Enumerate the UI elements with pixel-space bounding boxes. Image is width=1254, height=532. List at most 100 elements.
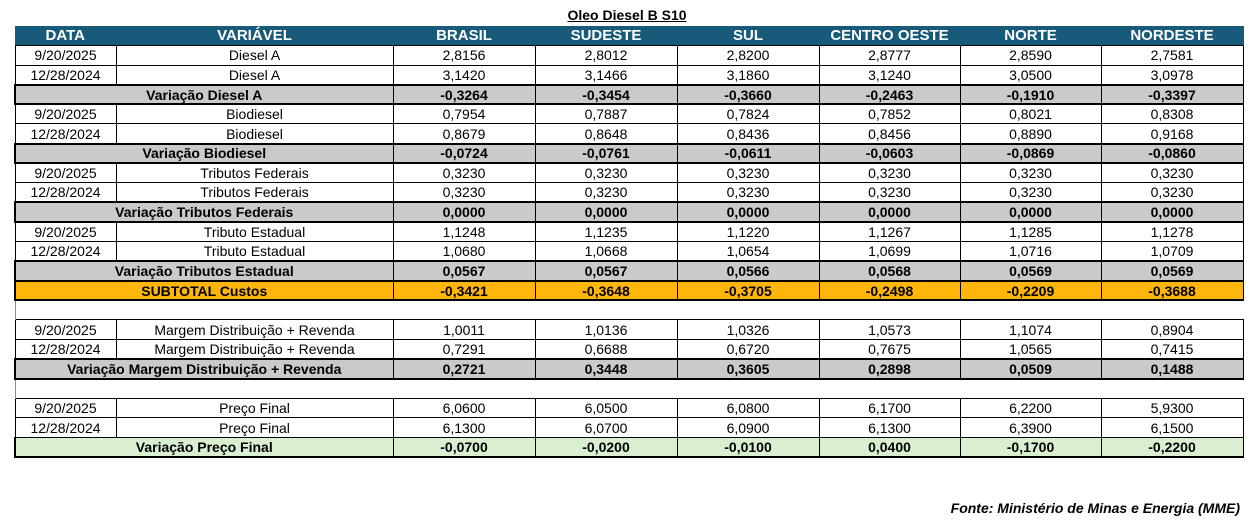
date-cell: 12/28/2024 <box>14 182 117 203</box>
value-cell: -0,0100 <box>676 436 820 459</box>
date-cell: 9/20/2025 <box>14 221 117 243</box>
value-cell: 1,1267 <box>818 221 961 243</box>
value-cell: 0,3230 <box>959 182 1102 203</box>
value-cell: 0,7954 <box>392 103 536 125</box>
value-cell: 0,3230 <box>1100 162 1244 184</box>
value-cell: 6,0800 <box>676 397 820 419</box>
data-row: 12/28/2024 Preço Final 6,1300 6,0700 6,0900 6… <box>14 417 1244 438</box>
value-cell: 6,0600 <box>392 397 536 419</box>
value-cell: 0,0568 <box>818 260 961 282</box>
value-cell: 1,1220 <box>676 221 820 243</box>
blank-cell <box>14 378 1243 399</box>
value-cell: -0,0611 <box>676 142 820 165</box>
row-label-cell: Variação Margem Distribuição + Revenda <box>14 358 394 380</box>
data-row: 9/20/2025 Tributos Federais 0,3230 0,3230 0,… <box>14 162 1244 184</box>
value-cell: 0,0566 <box>676 260 820 282</box>
value-cell: 1,0136 <box>534 319 678 340</box>
value-cell: -0,1910 <box>959 83 1102 106</box>
data-row: 9/20/2025 Preço Final 6,0600 6,0500 6,0800 6,… <box>14 397 1244 419</box>
data-row: 12/28/2024 Tributo Estadual 1,0680 1,0668 1,… <box>14 241 1244 262</box>
variation-row: Variação Tributos Estadual 0,0567 0,0567 0,… <box>14 260 1244 282</box>
date-cell: 9/20/2025 <box>14 162 117 184</box>
variable-cell: Biodiesel <box>115 103 394 125</box>
blank-row <box>14 300 1243 320</box>
value-cell: 1,0709 <box>1100 241 1244 262</box>
value-cell: 0,7415 <box>1100 339 1244 360</box>
value-cell: 0,0000 <box>392 201 536 223</box>
value-cell: 1,0668 <box>534 241 678 262</box>
variable-cell: Preço Final <box>115 417 394 438</box>
value-cell: 0,8021 <box>959 103 1102 125</box>
value-cell: 2,8156 <box>392 45 536 66</box>
row-label-cell: SUBTOTAL Custos <box>14 280 394 302</box>
value-cell: 2,8012 <box>534 45 678 66</box>
value-cell: -0,3660 <box>676 83 820 106</box>
data-row: 9/20/2025 Tributo Estadual 1,1248 1,1235 1,1… <box>14 221 1244 243</box>
value-cell: 3,0500 <box>959 64 1102 86</box>
value-cell: 0,0569 <box>1100 260 1244 282</box>
date-cell: 12/28/2024 <box>14 241 117 262</box>
header-brasil: BRASIL <box>393 26 536 46</box>
blank-row <box>14 378 1243 399</box>
value-cell: 2,8777 <box>818 45 961 66</box>
value-cell: -0,2200 <box>1100 436 1244 459</box>
value-cell: 6,1300 <box>818 417 961 438</box>
value-cell: 2,8590 <box>959 45 1102 66</box>
variation-row: Variação Diesel A -0,3264 -0,3454 -0,3660 -0… <box>14 83 1244 106</box>
value-cell: 1,0326 <box>676 319 820 340</box>
value-cell: 0,8456 <box>818 123 961 145</box>
header-sudeste: SUDESTE <box>535 26 678 46</box>
date-cell: 12/28/2024 <box>14 64 117 86</box>
source-note: Fonte: Ministério de Minas e Energia (MM… <box>950 500 1240 516</box>
value-cell: 0,7852 <box>818 103 961 125</box>
variable-cell: Diesel A <box>115 64 394 86</box>
value-cell: 0,3230 <box>818 182 961 203</box>
value-cell: 6,1300 <box>392 417 536 438</box>
value-cell: -0,0700 <box>392 436 536 459</box>
value-cell: -0,0724 <box>392 142 536 165</box>
value-cell: 1,0573 <box>818 319 961 340</box>
variation-row: Variação Biodiesel -0,0724 -0,0761 -0,0611-… <box>14 142 1244 165</box>
value-cell: 1,0011 <box>392 319 536 340</box>
variable-cell: Tributos Federais <box>115 162 394 184</box>
header-centro-oeste: CENTRO OESTE <box>819 26 961 46</box>
value-cell: 0,0000 <box>676 201 820 223</box>
row-label-cell: Variação Diesel A <box>14 83 394 106</box>
value-cell: -0,3454 <box>534 83 678 106</box>
variable-cell: Preço Final <box>115 397 394 419</box>
value-cell: 0,0567 <box>392 260 536 282</box>
value-cell: 6,1700 <box>818 397 961 419</box>
header-data: DATA <box>15 26 117 46</box>
blank-cell <box>14 300 1243 320</box>
value-cell: -0,2463 <box>818 83 961 106</box>
variable-cell: Margem Distribuição + Revenda <box>115 339 394 360</box>
table-title: Oleo Diesel B S10 <box>567 7 687 23</box>
data-row: 12/28/2024 Diesel A 3,1420 3,1466 3,1860 3,12… <box>14 64 1244 86</box>
value-cell: 0,0400 <box>818 436 961 459</box>
variable-cell: Biodiesel <box>115 123 394 145</box>
value-cell: 6,0500 <box>534 397 678 419</box>
variation-row: Variação Tributos Federais 0,0000 0,0000 0,… <box>14 201 1244 223</box>
value-cell: 3,1466 <box>534 64 678 86</box>
value-cell: 2,7581 <box>1100 45 1244 66</box>
value-cell: 0,3230 <box>392 162 536 184</box>
value-cell: 0,8679 <box>392 123 536 145</box>
value-cell: 0,8308 <box>1100 103 1244 125</box>
date-cell: 12/28/2024 <box>14 339 117 360</box>
value-cell: -0,0603 <box>818 142 961 165</box>
data-row: 12/28/2024 Margem Distribuição + Revenda 0… <box>14 339 1244 360</box>
date-cell: 12/28/2024 <box>14 417 117 438</box>
subtotal-row: SUBTOTAL Custos -0,3421 -0,3648 -0,3705 -0,2… <box>14 280 1244 302</box>
value-cell: 0,6720 <box>676 339 820 360</box>
value-cell: -0,3264 <box>392 83 536 106</box>
value-cell: -0,0860 <box>1100 142 1244 165</box>
variable-cell: Tributo Estadual <box>115 241 394 262</box>
date-cell: 12/28/2024 <box>14 123 117 145</box>
data-row: 9/20/2025 Biodiesel 0,7954 0,7887 0,7824 0,78… <box>14 103 1244 125</box>
header-variavel: VARIÁVEL <box>116 26 394 46</box>
variable-cell: Tributo Estadual <box>115 221 394 243</box>
value-cell: 0,8436 <box>676 123 820 145</box>
data-row: 9/20/2025 Margem Distribuição + Revenda 1,… <box>14 319 1244 340</box>
value-cell: 1,1235 <box>534 221 678 243</box>
variable-cell: Margem Distribuição + Revenda <box>115 319 394 340</box>
